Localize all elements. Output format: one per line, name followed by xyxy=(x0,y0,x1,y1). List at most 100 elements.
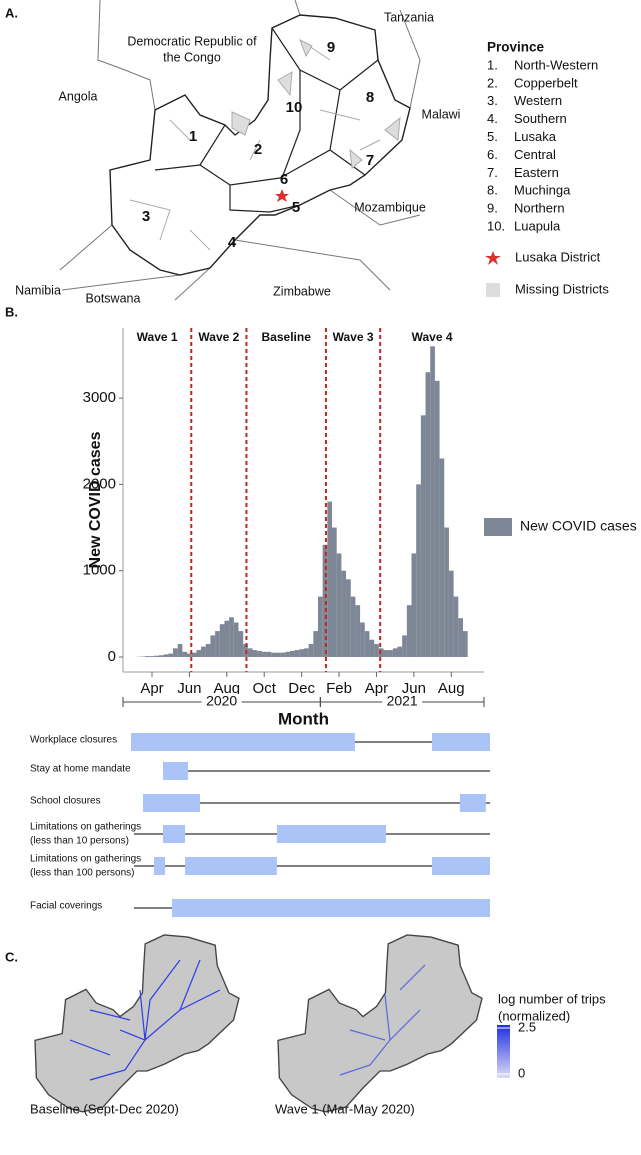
panel-label: B. xyxy=(5,304,18,319)
bar xyxy=(355,605,360,657)
bar xyxy=(412,553,417,657)
province-number: 3 xyxy=(142,208,150,225)
wave-label: Wave 1 xyxy=(137,330,178,344)
policy-label: Limitations on gatherings xyxy=(30,854,141,865)
bar xyxy=(210,635,215,657)
y-axis-title: New COVID cases xyxy=(87,431,104,568)
policy-period xyxy=(432,733,490,751)
bar xyxy=(313,631,318,657)
legend-number: 1. xyxy=(487,57,498,72)
wave-label: Wave 3 xyxy=(333,330,374,344)
legend-item: Copperbelt xyxy=(514,75,578,90)
province-number: 9 xyxy=(327,39,335,56)
colorbar-tick-label: 2.5 xyxy=(518,1019,536,1034)
bar xyxy=(393,648,398,657)
bar xyxy=(206,644,211,657)
province-number: 7 xyxy=(366,152,374,169)
bar xyxy=(299,649,304,657)
colorbar xyxy=(497,1025,510,1078)
bar xyxy=(327,502,332,657)
country-label: Angola xyxy=(59,89,98,103)
bar xyxy=(267,652,272,657)
bar xyxy=(318,597,323,657)
panel-label: C. xyxy=(5,949,18,964)
lusaka-star xyxy=(485,251,501,265)
legend-item: Northern xyxy=(514,201,565,216)
bar xyxy=(234,622,239,657)
bar xyxy=(444,528,449,657)
policy-period xyxy=(277,825,386,843)
legend-item: Muchinga xyxy=(514,183,571,198)
map-caption: Baseline (Sept-Dec 2020) xyxy=(30,1101,179,1116)
bar xyxy=(374,644,379,657)
bar xyxy=(402,635,407,657)
x-axis-title: Month xyxy=(278,709,329,728)
policy-label: Limitations on gatherings xyxy=(30,822,141,833)
policy-period xyxy=(143,794,200,812)
legend-item: North-Western xyxy=(514,57,598,72)
bar xyxy=(262,652,267,657)
legend-item: Missing Districts xyxy=(515,281,609,296)
colorbar-tick-label: 0 xyxy=(518,1065,525,1080)
colorbar-title: log number of trips xyxy=(498,991,606,1006)
legend-item: Western xyxy=(514,93,562,108)
policy-period xyxy=(460,794,486,812)
bar xyxy=(182,652,187,657)
bar xyxy=(430,346,435,657)
bar xyxy=(224,621,229,657)
province-number: 1 xyxy=(189,128,197,145)
bar xyxy=(360,622,365,657)
legend-number: 10. xyxy=(487,219,505,234)
bar xyxy=(295,650,300,657)
bar xyxy=(196,650,201,657)
bar xyxy=(383,650,388,657)
legend-item: Lusaka District xyxy=(515,249,601,264)
bar xyxy=(304,648,309,657)
policy-label: Workplace closures xyxy=(30,735,117,746)
year-label: 2021 xyxy=(387,693,418,709)
x-tick-label: Aug xyxy=(438,680,465,697)
province-number: 6 xyxy=(280,171,288,188)
bar xyxy=(281,653,286,657)
policy-period xyxy=(432,857,490,875)
legend-item: Southern xyxy=(514,111,567,126)
wave-label: Wave 4 xyxy=(412,330,453,344)
bar xyxy=(271,653,276,657)
policy-label: (less than 10 persons) xyxy=(30,836,129,847)
bar xyxy=(248,648,253,657)
bar xyxy=(159,655,164,657)
x-tick-label: Jun xyxy=(177,680,201,697)
y-tick-label: 0 xyxy=(108,648,116,665)
year-label: 2020 xyxy=(206,693,237,709)
policy-label: (less than 100 persons) xyxy=(30,868,135,879)
legend-number: 4. xyxy=(487,111,498,126)
legend-number: 8. xyxy=(487,183,498,198)
country-label: Botswana xyxy=(86,291,141,305)
bar xyxy=(421,415,426,657)
province-number: 4 xyxy=(228,234,237,251)
bar xyxy=(290,651,295,657)
policy-label: Facial coverings xyxy=(30,901,102,912)
x-tick-label: Oct xyxy=(253,680,277,697)
y-tick-label: 3000 xyxy=(83,389,116,406)
policy-period xyxy=(163,825,185,843)
bar xyxy=(369,640,374,657)
bar xyxy=(449,571,454,657)
wave-label: Baseline xyxy=(262,330,312,344)
bar xyxy=(229,617,234,657)
legend-swatch xyxy=(484,518,512,536)
country-label: the Congo xyxy=(163,50,221,64)
bar xyxy=(168,654,173,657)
bar xyxy=(365,631,370,657)
bar xyxy=(397,647,402,657)
legend-number: 3. xyxy=(487,93,498,108)
policy-period xyxy=(172,899,490,917)
policy-period xyxy=(131,733,355,751)
bar xyxy=(173,648,178,657)
x-tick-label: Dec xyxy=(288,680,315,697)
x-tick-label: Feb xyxy=(326,680,352,697)
bar xyxy=(346,579,351,657)
bar xyxy=(276,653,281,657)
bar xyxy=(337,553,342,657)
legend-item: Eastern xyxy=(514,165,559,180)
